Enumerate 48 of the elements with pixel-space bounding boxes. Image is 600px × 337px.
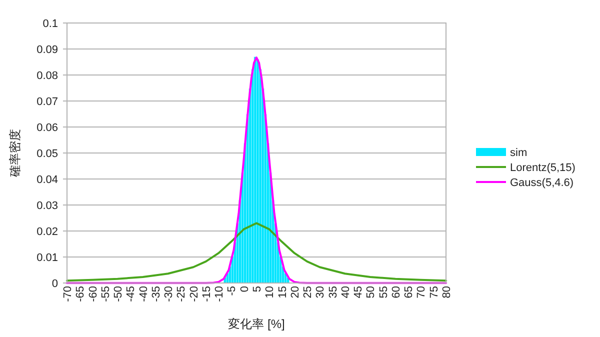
x-tick-label: -15	[200, 286, 213, 302]
x-tick-label: 55	[378, 286, 390, 298]
line-series	[66, 56, 447, 284]
x-tick-label: -35	[150, 286, 162, 302]
y-tick-label: 0.01	[36, 252, 58, 264]
x-tick-label: 0	[238, 286, 251, 292]
x-axis-title: 変化率 [%]	[228, 317, 285, 331]
y-tick-label: 0.04	[36, 174, 58, 186]
y-tick-label: 0.06	[36, 122, 58, 134]
y-tick-label: 0.02	[36, 226, 58, 238]
x-tick-label: -20	[188, 286, 200, 302]
x-tick-label: 30	[314, 286, 327, 298]
x-tick-label: 35	[327, 286, 340, 298]
x-tick-label: -45	[125, 286, 138, 302]
x-tick-label: 60	[390, 286, 402, 298]
x-tick-label: -70	[62, 286, 74, 302]
x-tick-label: -5	[226, 286, 238, 296]
legend-label: Gauss(5,4.6)	[510, 177, 574, 189]
x-tick-label: -10	[214, 286, 226, 302]
x-tick-label: -65	[74, 286, 87, 302]
x-tick-label: -50	[112, 286, 125, 302]
x-tick-label: 25	[302, 286, 314, 298]
x-tick-label: -55	[100, 286, 112, 302]
x-tick-label: -30	[163, 286, 176, 302]
x-tick-label: 15	[276, 286, 289, 298]
x-tick-label: -40	[138, 286, 150, 302]
x-tick-label: 50	[365, 286, 378, 298]
x-tick-label: 20	[289, 286, 302, 298]
x-tick-label: 80	[441, 286, 453, 298]
x-tick-label: 40	[340, 286, 352, 298]
x-tick-label: -60	[87, 286, 100, 302]
legend-label: sim	[510, 147, 528, 159]
x-tick-label: 45	[352, 286, 365, 298]
legend-label: Lorentz(5,15)	[510, 162, 576, 174]
y-tick-label: 0.05	[36, 148, 58, 160]
y-tick-label: 0.03	[36, 200, 58, 212]
y-tick-label: 0.1	[42, 18, 58, 30]
x-tick-label: 70	[416, 286, 428, 298]
y-axis-title: 確率密度	[8, 129, 22, 178]
line-series	[66, 222, 447, 282]
x-tick-label: -25	[176, 286, 188, 302]
y-tick-label: 0.09	[36, 44, 58, 56]
x-tick-label: 10	[264, 286, 276, 298]
x-tick-label: 65	[403, 286, 416, 298]
x-tick-label: 5	[252, 286, 264, 292]
y-tick-label: 0.07	[36, 96, 58, 108]
y-tick-label: 0.08	[36, 70, 58, 82]
x-tick-label: 75	[428, 286, 440, 298]
